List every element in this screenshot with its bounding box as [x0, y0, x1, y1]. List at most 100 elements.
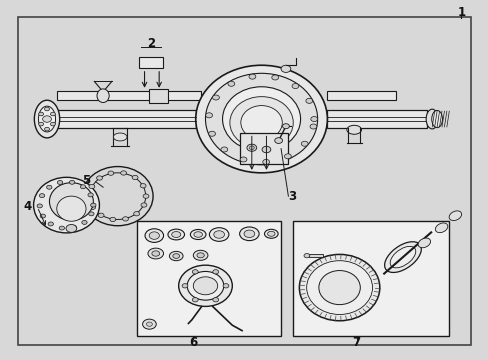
- Circle shape: [88, 193, 93, 197]
- Bar: [293, 221, 448, 336]
- Circle shape: [66, 225, 77, 232]
- Ellipse shape: [169, 251, 183, 261]
- Circle shape: [37, 204, 42, 208]
- Circle shape: [50, 112, 55, 116]
- Circle shape: [208, 131, 215, 136]
- Ellipse shape: [193, 250, 207, 260]
- Circle shape: [143, 194, 149, 198]
- Bar: [57, 91, 200, 100]
- Circle shape: [262, 146, 270, 153]
- Text: 7: 7: [352, 336, 360, 348]
- Circle shape: [193, 277, 217, 295]
- Bar: [49, 110, 195, 128]
- Ellipse shape: [222, 87, 300, 151]
- Circle shape: [69, 180, 75, 184]
- Ellipse shape: [299, 255, 379, 321]
- Circle shape: [122, 217, 128, 221]
- Circle shape: [59, 226, 64, 230]
- Ellipse shape: [113, 133, 127, 141]
- Ellipse shape: [448, 211, 461, 221]
- Circle shape: [86, 195, 92, 199]
- Text: 4: 4: [23, 201, 32, 213]
- Ellipse shape: [197, 253, 204, 258]
- Circle shape: [46, 185, 52, 189]
- Circle shape: [301, 141, 307, 146]
- Ellipse shape: [148, 248, 163, 259]
- Circle shape: [262, 159, 269, 165]
- Circle shape: [274, 138, 282, 143]
- Circle shape: [223, 284, 228, 288]
- Bar: [239, 134, 288, 164]
- Circle shape: [90, 205, 96, 210]
- Circle shape: [146, 322, 152, 326]
- Circle shape: [205, 113, 212, 118]
- Ellipse shape: [434, 223, 447, 233]
- Circle shape: [140, 184, 146, 188]
- Text: 2: 2: [146, 37, 155, 50]
- Ellipse shape: [89, 173, 145, 220]
- Ellipse shape: [172, 254, 179, 258]
- Ellipse shape: [346, 125, 361, 134]
- Ellipse shape: [384, 242, 421, 273]
- Circle shape: [98, 213, 104, 217]
- Bar: [139, 57, 163, 68]
- Circle shape: [291, 84, 298, 89]
- Circle shape: [132, 175, 138, 180]
- Ellipse shape: [318, 271, 360, 305]
- Circle shape: [212, 95, 219, 100]
- Bar: [137, 221, 281, 336]
- Ellipse shape: [190, 229, 205, 239]
- Ellipse shape: [425, 109, 437, 129]
- Ellipse shape: [171, 231, 181, 238]
- Circle shape: [142, 319, 156, 329]
- Ellipse shape: [193, 232, 202, 237]
- Circle shape: [182, 284, 187, 288]
- Circle shape: [141, 203, 146, 207]
- Circle shape: [97, 176, 102, 180]
- Circle shape: [90, 203, 96, 207]
- Circle shape: [44, 107, 49, 111]
- Ellipse shape: [264, 229, 278, 238]
- Ellipse shape: [187, 271, 224, 300]
- Circle shape: [212, 298, 218, 302]
- Circle shape: [121, 171, 126, 175]
- Ellipse shape: [97, 89, 109, 103]
- Circle shape: [133, 212, 139, 216]
- Ellipse shape: [145, 229, 163, 242]
- Circle shape: [271, 75, 278, 80]
- Circle shape: [108, 171, 114, 175]
- Circle shape: [48, 222, 53, 226]
- Ellipse shape: [244, 230, 254, 238]
- Ellipse shape: [306, 261, 372, 315]
- Text: 1: 1: [456, 6, 465, 19]
- Ellipse shape: [39, 106, 56, 132]
- Ellipse shape: [209, 228, 228, 241]
- Circle shape: [248, 74, 255, 79]
- Circle shape: [71, 225, 77, 229]
- Ellipse shape: [178, 265, 232, 306]
- Circle shape: [39, 112, 43, 116]
- Circle shape: [240, 157, 246, 162]
- Circle shape: [80, 185, 85, 189]
- Bar: [309, 254, 323, 257]
- Circle shape: [42, 116, 51, 122]
- Circle shape: [227, 81, 234, 86]
- Circle shape: [221, 147, 227, 152]
- Text: 6: 6: [189, 336, 197, 348]
- Ellipse shape: [167, 229, 184, 240]
- Circle shape: [39, 122, 43, 126]
- Bar: [149, 89, 167, 103]
- Circle shape: [110, 217, 116, 222]
- Ellipse shape: [149, 232, 159, 239]
- Ellipse shape: [389, 246, 415, 268]
- Circle shape: [39, 194, 44, 198]
- Bar: [327, 110, 427, 128]
- Circle shape: [40, 214, 45, 218]
- Bar: [327, 91, 395, 100]
- Ellipse shape: [195, 65, 327, 173]
- Ellipse shape: [239, 227, 259, 240]
- Ellipse shape: [229, 96, 293, 149]
- Circle shape: [89, 184, 95, 189]
- Circle shape: [305, 98, 312, 103]
- Ellipse shape: [34, 100, 60, 138]
